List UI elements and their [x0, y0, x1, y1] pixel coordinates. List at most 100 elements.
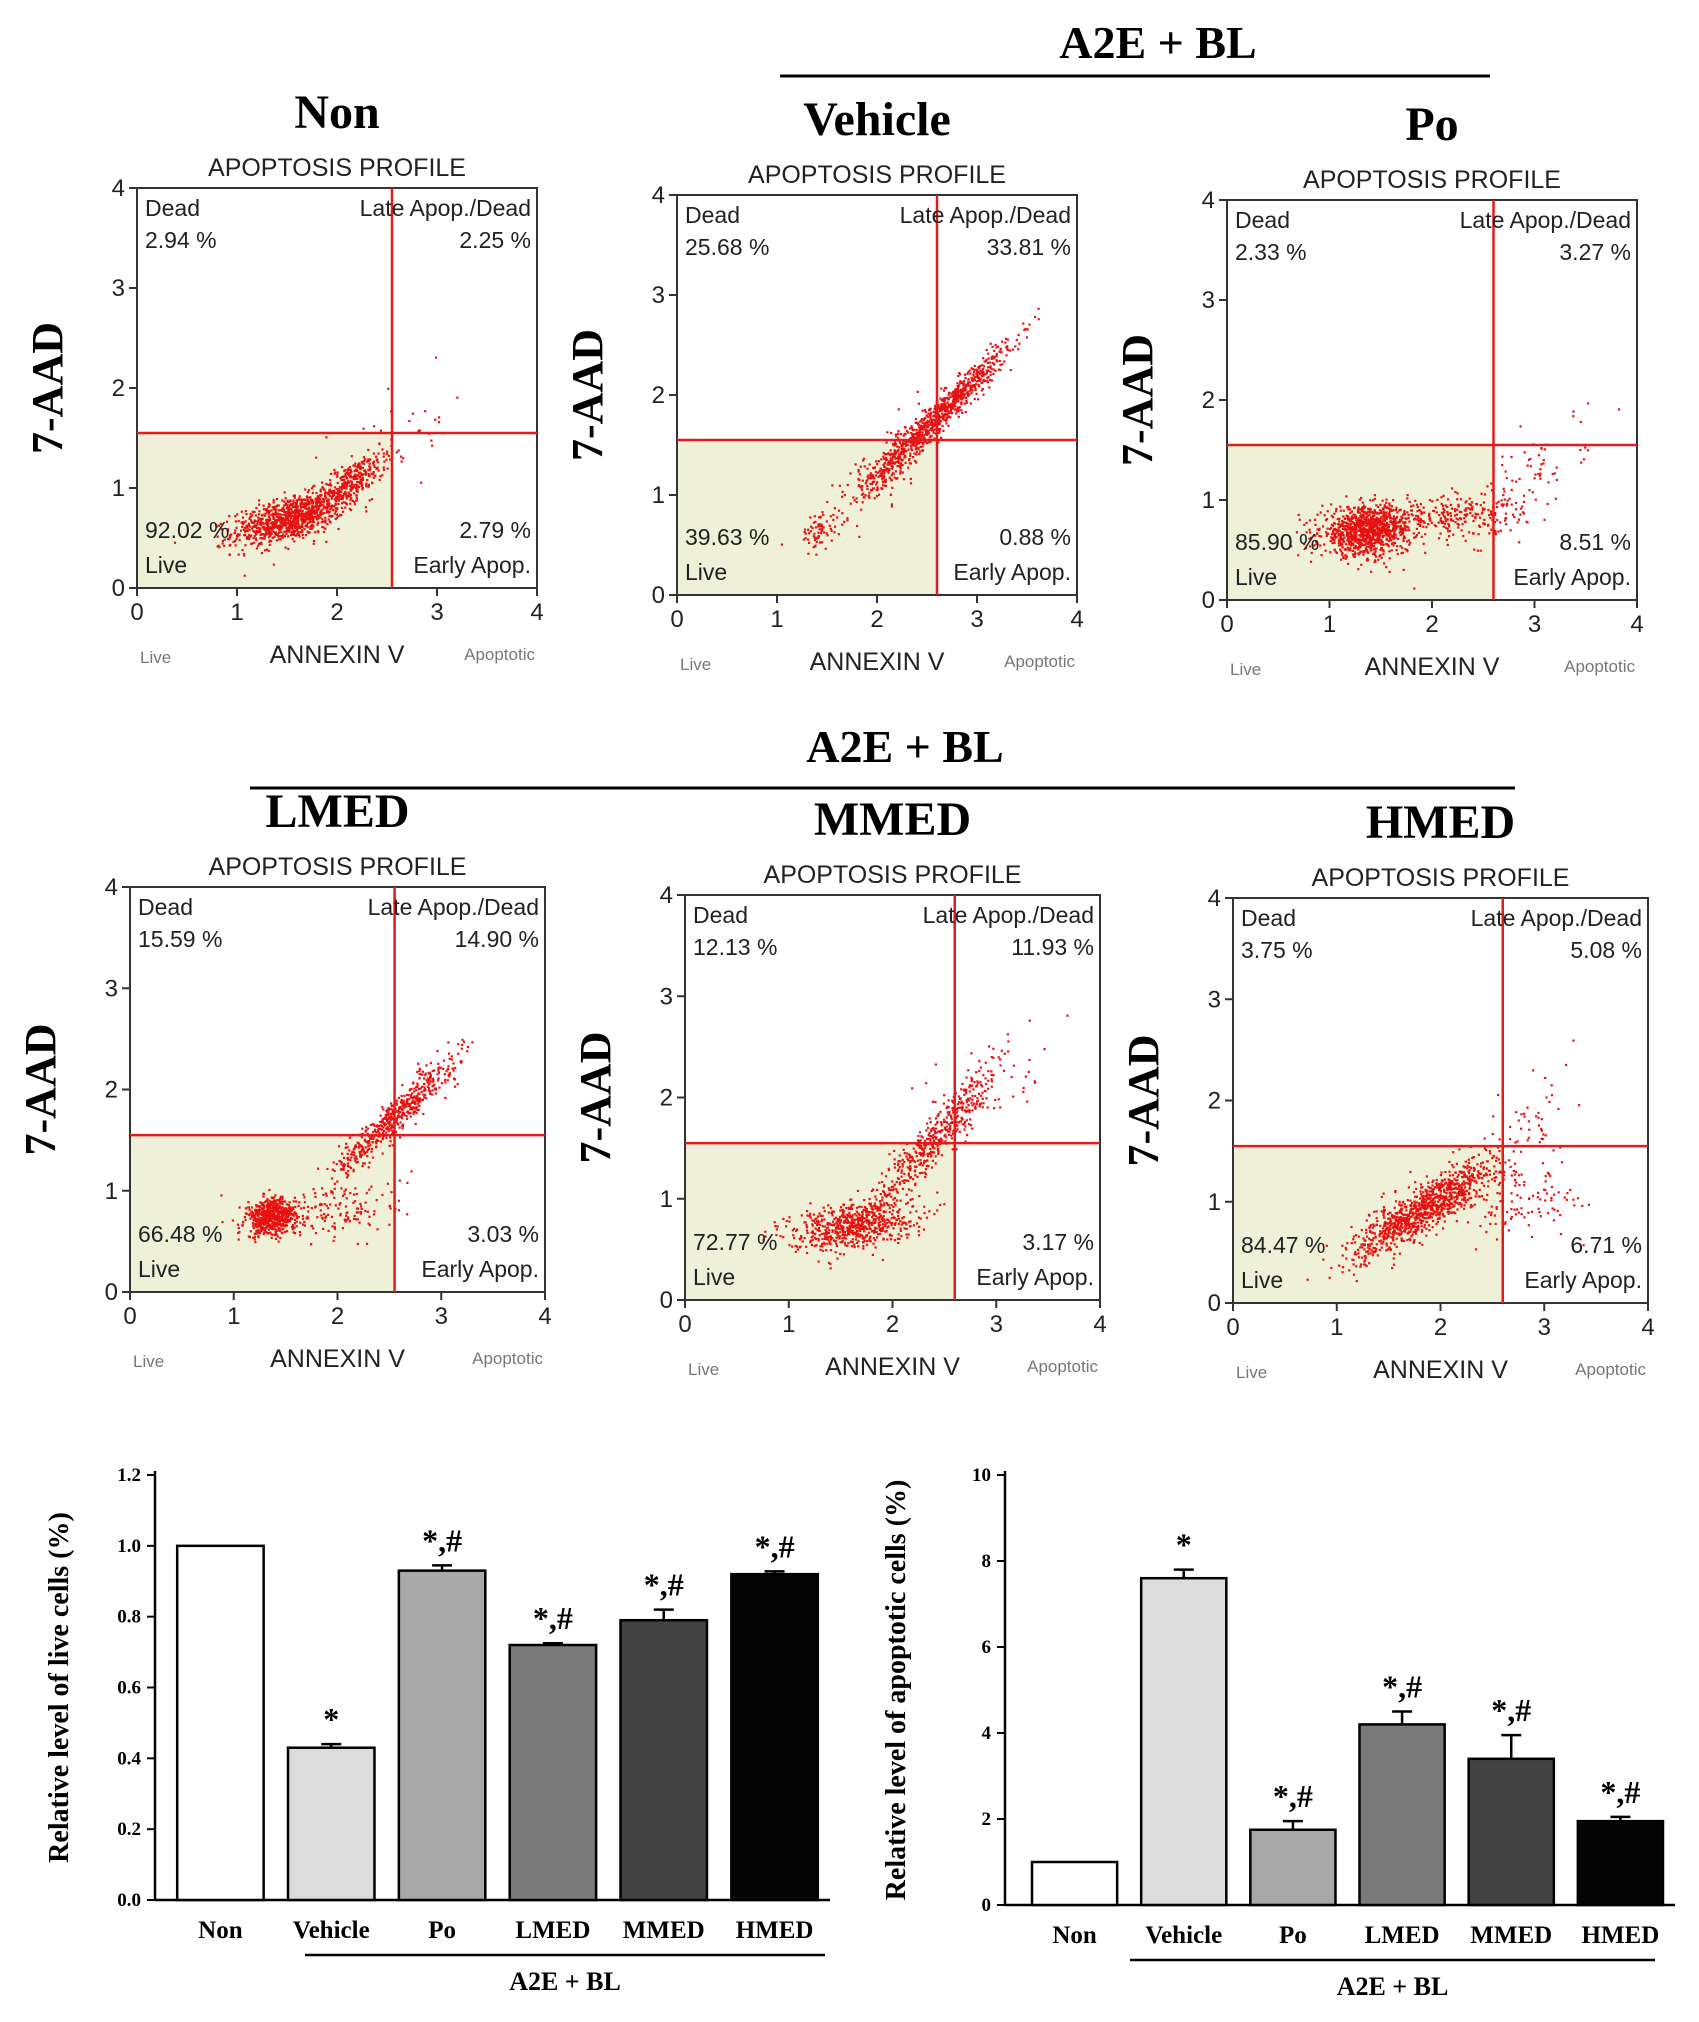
scatter-point: [876, 481, 879, 484]
scatter-point: [890, 503, 893, 506]
scatter-point: [281, 1216, 284, 1220]
scatter-point: [937, 416, 940, 419]
scatter-point: [902, 453, 905, 456]
scatter-point: [365, 510, 368, 513]
scatter-point: [1380, 556, 1383, 559]
scatter-point: [372, 464, 375, 467]
scatter-point: [297, 1216, 300, 1219]
x-tick-label: 0: [1220, 611, 1233, 638]
scatter-point: [262, 504, 265, 507]
scatter-point: [387, 1130, 390, 1133]
scatter-point: [1335, 507, 1338, 510]
scatter-point: [1391, 521, 1394, 524]
scatter-point: [381, 1118, 384, 1121]
scatter-point: [232, 540, 235, 544]
scatter-point: [290, 509, 293, 512]
scatter-point: [299, 530, 302, 534]
scatter-point: [1369, 508, 1372, 511]
scatter-point: [934, 428, 937, 431]
scatter-point: [267, 1211, 270, 1214]
scatter-point: [390, 1129, 393, 1132]
scatter-point: [1377, 512, 1380, 515]
scatter-point: [918, 426, 921, 429]
x-tick-label: 4: [1630, 611, 1643, 638]
scatter-point: [1367, 522, 1370, 525]
scatter-point: [902, 448, 905, 451]
scatter-point: [1347, 538, 1350, 541]
scatter-point: [410, 1106, 413, 1109]
scatter-point: [353, 1151, 356, 1154]
scatter-point: [926, 433, 929, 436]
scatter-point: [292, 499, 295, 502]
scatter-point: [342, 510, 345, 513]
scatter-point: [1374, 518, 1377, 521]
scatter-point: [272, 563, 275, 566]
scatter-points: [173, 356, 459, 577]
scatter-point: [310, 517, 313, 521]
scatter-point: [389, 1112, 392, 1116]
scatter-point: [1543, 518, 1546, 521]
scatter-point: [1539, 468, 1542, 471]
scatter-point: [460, 1047, 463, 1050]
scatter-point: [1547, 481, 1550, 484]
scatter-point: [252, 525, 255, 528]
scatter-point: [997, 345, 1000, 348]
panel-subtitle: APOPTOSIS PROFILE: [748, 161, 1006, 189]
scatter-point: [1393, 533, 1396, 536]
scatter-point: [976, 375, 979, 378]
scatter-point: [401, 1084, 404, 1087]
scatter-point: [959, 382, 962, 385]
y-tick-label: 0: [112, 575, 125, 602]
scatter-point: [295, 1220, 298, 1223]
scatter-point: [272, 1208, 275, 1211]
scatter-point: [1369, 516, 1373, 519]
scatter-point: [1309, 536, 1313, 539]
scatter-point: [1376, 520, 1379, 523]
scatter-point: [260, 1221, 263, 1224]
scatter-point: [890, 479, 893, 482]
scatter-point: [226, 520, 229, 523]
scatter-point: [345, 494, 348, 498]
scatter-point: [259, 1219, 262, 1222]
scatter-point: [275, 533, 278, 536]
scatter-point: [864, 482, 867, 485]
scatter-point: [1370, 521, 1373, 524]
scatter-point: [315, 501, 318, 504]
scatter-point: [813, 538, 817, 541]
scatter-point: [398, 1115, 401, 1118]
scatter-point: [824, 547, 827, 550]
scatter-point: [361, 485, 364, 488]
scatter-point: [1401, 551, 1404, 554]
scatter-point: [283, 513, 286, 516]
scatter-point: [1373, 497, 1376, 500]
scatter-point: [1371, 525, 1375, 528]
scatter-point: [1392, 508, 1395, 512]
scatter-point: [316, 1216, 319, 1219]
scatter-point: [932, 431, 935, 434]
scatter-point: [1539, 477, 1542, 480]
scatter-point: [255, 1219, 258, 1222]
scatter-point: [977, 366, 980, 369]
quadrant-label-late: Late Apop./Dead: [900, 202, 1071, 228]
scatter-point: [253, 541, 256, 544]
scatter-point: [998, 360, 1001, 363]
scatter-point: [370, 472, 373, 475]
scatter-point: [353, 503, 357, 506]
scatter-point: [855, 497, 858, 500]
scatter-point: [1388, 504, 1391, 507]
scatter-point: [342, 1156, 346, 1159]
scatter-point: [946, 413, 949, 416]
scatter-point: [292, 494, 295, 497]
scatter-point: [333, 468, 336, 472]
scatter-point: [986, 361, 989, 364]
scatter-point: [254, 1209, 257, 1212]
scatter-point: [271, 1203, 274, 1206]
scatter-point: [290, 511, 293, 514]
scatter-point: [904, 461, 907, 464]
scatter-point: [282, 533, 285, 536]
scatter-point: [1422, 525, 1425, 528]
scatter-point: [339, 486, 342, 489]
scatter-point: [949, 416, 952, 419]
quadrant-value-live: 39.63 %: [685, 524, 769, 550]
scatter-point: [887, 469, 890, 472]
